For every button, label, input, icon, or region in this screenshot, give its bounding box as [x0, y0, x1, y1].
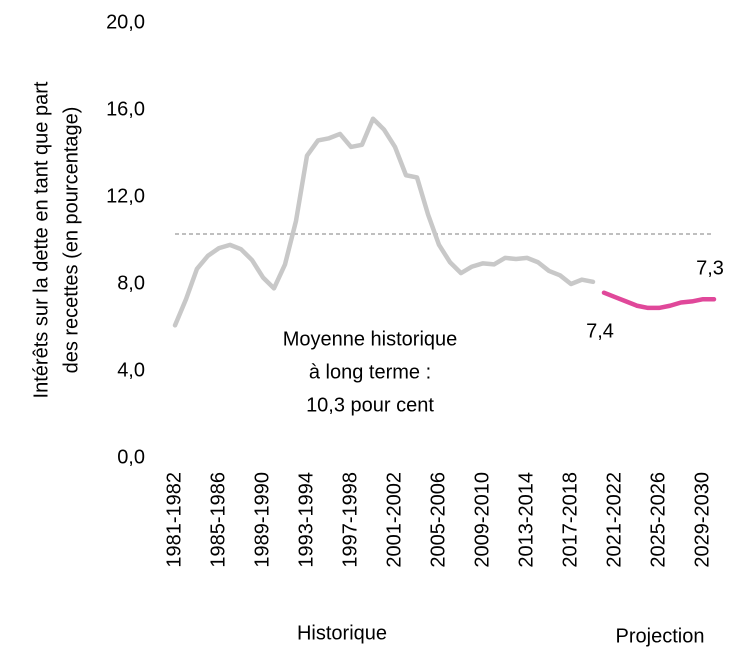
y-tick-label: 8,0 [117, 272, 145, 294]
x-tick-label: 2009-2010 [471, 472, 493, 568]
data-label: 7,4 [586, 320, 614, 342]
line [601, 290, 717, 311]
annotation: Moyenne historique [283, 328, 458, 350]
y-axis-label: des recettes (en pourcentage) [60, 107, 82, 374]
data-label: 7,3 [696, 258, 724, 280]
x-tick-label: 2001-2002 [383, 472, 405, 568]
y-tick-label: 4,0 [117, 359, 145, 381]
x-tick-label: 1981-1982 [163, 472, 185, 568]
series-label: Projection [616, 625, 705, 647]
annotation: 10,3 pour cent [306, 394, 434, 416]
x-tick-label: 2017-2018 [559, 472, 581, 568]
x-tick-label: 1993-1994 [295, 472, 317, 568]
x-tick-label: 1997-1998 [339, 472, 361, 568]
x-tick-label: 2021-2022 [603, 472, 625, 568]
x-tick-label: 1985-1986 [207, 472, 229, 568]
y-tick-label: 20,0 [106, 11, 145, 33]
x-tick-label: 2025-2026 [647, 472, 669, 568]
line [172, 116, 596, 328]
annotation: à long terme : [309, 361, 431, 383]
y-tick-label: 16,0 [106, 98, 145, 120]
x-tick-label: 2005-2006 [427, 472, 449, 568]
y-tick-label: 0,0 [117, 446, 145, 468]
x-tick-label: 1989-1990 [251, 472, 273, 568]
series-label: Historique [297, 622, 387, 644]
x-tick-label: 2029-2030 [691, 472, 713, 568]
y-axis-label: Intérêts sur la dette en tant que part [30, 81, 52, 398]
y-tick-label: 12,0 [106, 185, 145, 207]
x-tick-label: 2013-2014 [515, 472, 537, 568]
